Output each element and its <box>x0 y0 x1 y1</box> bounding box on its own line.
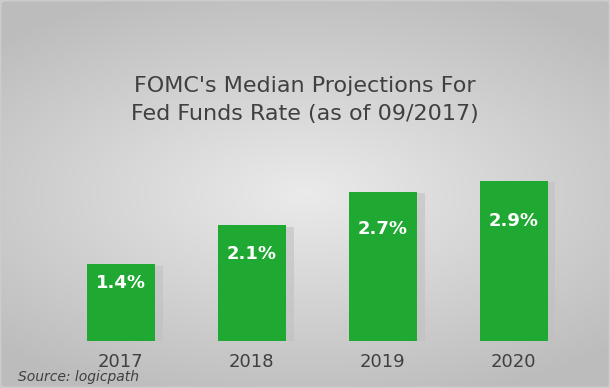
Text: 1.4%: 1.4% <box>96 274 146 292</box>
Text: 2.7%: 2.7% <box>357 220 407 238</box>
Bar <box>87 264 155 341</box>
Text: FOMC's Median Projections For
Fed Funds Rate (as of 09/2017): FOMC's Median Projections For Fed Funds … <box>131 76 479 124</box>
Text: 2.1%: 2.1% <box>227 245 277 263</box>
FancyBboxPatch shape <box>226 227 293 345</box>
FancyBboxPatch shape <box>487 182 556 345</box>
FancyBboxPatch shape <box>95 265 163 345</box>
Text: Source: logicpath: Source: logicpath <box>18 370 139 384</box>
Bar <box>479 181 548 341</box>
Bar <box>218 225 285 341</box>
FancyBboxPatch shape <box>356 194 425 345</box>
Text: 2.9%: 2.9% <box>489 212 539 230</box>
Bar <box>349 192 417 341</box>
